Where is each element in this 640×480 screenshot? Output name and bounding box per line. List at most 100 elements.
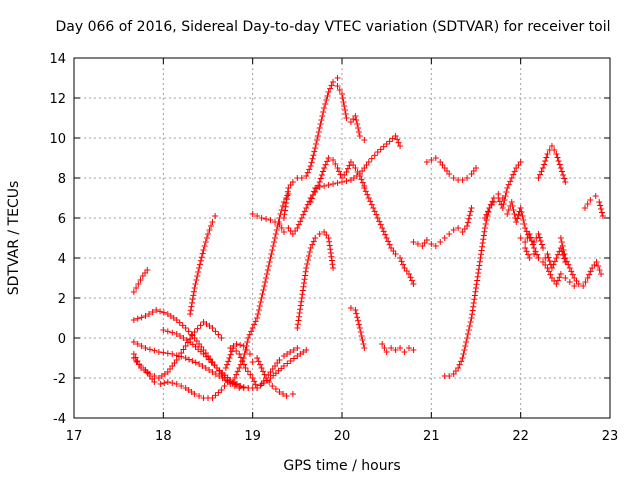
data-point-plus	[313, 137, 320, 143]
data-point-plus	[284, 351, 291, 357]
data-point-plus	[249, 375, 256, 381]
data-point-plus	[525, 251, 532, 258]
data-point-plus	[478, 251, 485, 258]
data-point-plus	[332, 161, 339, 167]
data-point-plus	[561, 175, 568, 182]
data-point-plus	[304, 169, 311, 176]
data-point-plus	[526, 255, 533, 261]
data-point-plus	[598, 209, 605, 216]
data-point-plus	[169, 380, 176, 386]
data-point-plus	[342, 111, 349, 117]
data-point-plus	[227, 351, 234, 358]
data-point-plus	[318, 117, 325, 123]
data-point-plus	[352, 307, 359, 313]
x-tick-label: 22	[512, 429, 529, 444]
data-point-plus	[307, 199, 314, 205]
series-s13	[280, 75, 341, 221]
data-point-plus	[356, 325, 363, 331]
data-point-plus	[398, 258, 405, 265]
data-point-plus	[354, 314, 361, 321]
data-point-plus	[464, 223, 471, 229]
data-point-plus	[178, 350, 185, 356]
data-point-plus	[554, 251, 561, 258]
data-point-plus	[388, 345, 395, 351]
data-point-plus	[280, 215, 287, 221]
data-point-plus	[566, 265, 573, 271]
data-point-plus	[336, 168, 343, 175]
data-point-plus	[468, 205, 475, 211]
data-point-plus	[553, 151, 560, 157]
data-point-plus	[317, 175, 324, 182]
data-point-plus	[260, 368, 267, 375]
data-point-plus	[252, 318, 259, 325]
data-point-plus	[353, 310, 360, 317]
data-point-plus	[481, 215, 488, 221]
data-point-plus	[371, 208, 378, 215]
data-point-plus	[307, 163, 314, 169]
data-point-plus	[259, 291, 266, 297]
data-point-plus	[386, 241, 393, 248]
data-point-plus	[309, 241, 316, 248]
data-point-plus	[501, 197, 508, 203]
data-point-plus	[568, 268, 575, 275]
data-point-plus	[282, 207, 289, 214]
data-points	[130, 75, 606, 401]
data-point-plus	[186, 356, 193, 363]
data-point-plus	[196, 393, 203, 399]
data-point-plus	[303, 173, 310, 179]
data-point-plus	[193, 277, 200, 283]
data-point-plus	[354, 121, 361, 127]
data-point-plus	[306, 198, 313, 205]
data-point-plus	[406, 345, 412, 351]
data-point-plus	[182, 355, 189, 361]
data-point-plus	[134, 341, 141, 347]
data-point-plus	[532, 248, 539, 255]
data-point-plus	[490, 199, 497, 205]
data-point-plus	[559, 243, 566, 249]
data-point-plus	[377, 221, 384, 228]
y-tick-label: -4	[53, 412, 66, 427]
data-point-plus	[548, 143, 555, 149]
data-point-plus	[135, 281, 142, 287]
data-point-plus	[212, 213, 219, 219]
data-point-plus	[336, 87, 343, 93]
data-point-plus	[258, 295, 265, 301]
data-point-plus	[327, 250, 334, 256]
x-axis-label: GPS time / hours	[283, 458, 400, 474]
data-point-plus	[339, 91, 345, 97]
data-point-plus	[276, 389, 283, 395]
data-point-plus	[330, 79, 337, 85]
data-point-plus	[410, 347, 417, 353]
data-point-plus	[169, 329, 176, 336]
data-point-plus	[216, 373, 223, 379]
data-point-plus	[322, 101, 329, 107]
data-point-plus	[297, 302, 304, 309]
data-point-plus	[160, 309, 167, 316]
data-point-plus	[441, 235, 448, 241]
data-point-plus	[535, 255, 542, 261]
data-point-plus	[280, 391, 287, 397]
data-point-plus	[262, 279, 269, 285]
data-point-plus	[276, 221, 283, 227]
data-point-plus	[380, 143, 387, 150]
data-point-plus	[355, 321, 362, 328]
series-s5	[130, 355, 231, 401]
data-point-plus	[465, 327, 472, 333]
y-tick-label: 10	[49, 132, 66, 147]
data-point-plus	[182, 343, 189, 349]
data-point-plus	[161, 380, 168, 386]
data-point-plus	[517, 159, 524, 165]
data-point-plus	[535, 231, 542, 237]
data-point-plus	[344, 165, 351, 172]
data-point-plus	[272, 235, 278, 241]
x-tick-label: 20	[334, 429, 351, 444]
data-point-plus	[304, 201, 311, 208]
data-point-plus	[289, 391, 296, 397]
data-point-plus	[389, 135, 396, 142]
data-point-plus	[295, 317, 302, 324]
data-point-plus	[256, 303, 263, 309]
data-point-plus	[504, 185, 511, 191]
data-point-plus	[531, 251, 538, 257]
data-point-plus	[519, 213, 526, 219]
data-point-plus	[446, 373, 453, 379]
